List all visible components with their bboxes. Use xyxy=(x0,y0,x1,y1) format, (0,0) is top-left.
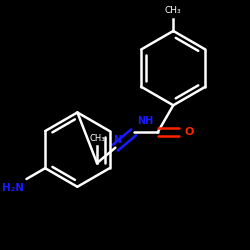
Text: O: O xyxy=(184,127,194,137)
Text: CH₃: CH₃ xyxy=(165,6,182,15)
Text: H₂N: H₂N xyxy=(2,183,24,193)
Text: CH₃: CH₃ xyxy=(89,134,105,143)
Text: NH: NH xyxy=(138,116,154,126)
Text: N: N xyxy=(113,135,122,145)
